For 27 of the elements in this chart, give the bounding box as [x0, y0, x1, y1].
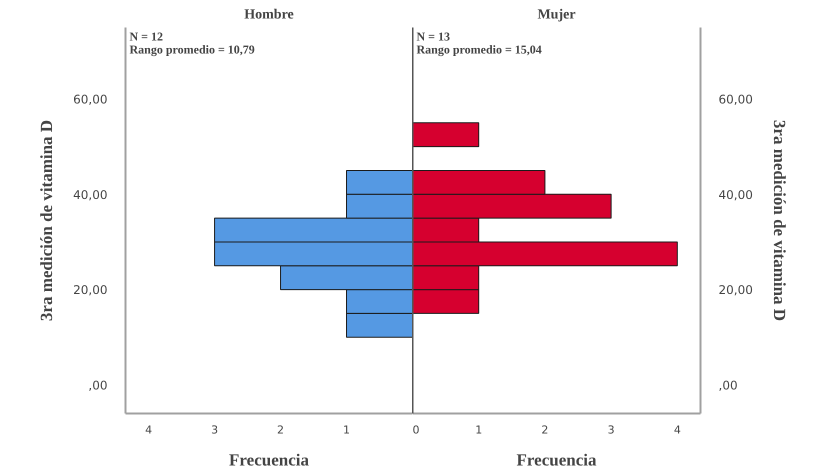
chart-title: Hombre: [244, 8, 294, 22]
y-tick-label: 40,00: [718, 188, 753, 202]
y-tick-label: ,00: [88, 378, 108, 392]
annotation: Rango promedio = 10,79: [130, 42, 255, 56]
y-tick-label: 60,00: [718, 92, 753, 106]
y-tick-label: 40,00: [73, 188, 108, 202]
x-tick-label: 1: [475, 424, 482, 436]
y-axis-title: 3ra medición de vitamina D: [37, 120, 56, 322]
x-tick-label: 2: [277, 424, 284, 436]
annotation: N = 12: [130, 30, 164, 44]
y-tick-label: 60,00: [73, 92, 108, 106]
x-tick-label: 4: [674, 424, 681, 436]
x-tick-label: 3: [211, 424, 218, 436]
y-tick-label: ,00: [718, 378, 738, 392]
x-axis-title: Frecuencia: [229, 450, 310, 470]
y-axis-title: 3ra medición de vitamina D: [770, 120, 789, 322]
x-axis-title: Frecuencia: [516, 450, 597, 470]
chart-title: Mujer: [537, 8, 576, 22]
x-tick-label: 3: [608, 424, 615, 436]
x-tick-label: 0: [412, 424, 420, 436]
x-tick-label: 2: [541, 424, 548, 436]
y-tick-label: 20,00: [718, 283, 753, 298]
x-tick-label: 4: [145, 424, 152, 436]
x-tick-label: 1: [343, 424, 350, 436]
annotation: Rango promedio = 15,04: [416, 42, 542, 56]
y-tick-label: 20,00: [73, 283, 108, 298]
annotation: N = 13: [416, 30, 450, 44]
